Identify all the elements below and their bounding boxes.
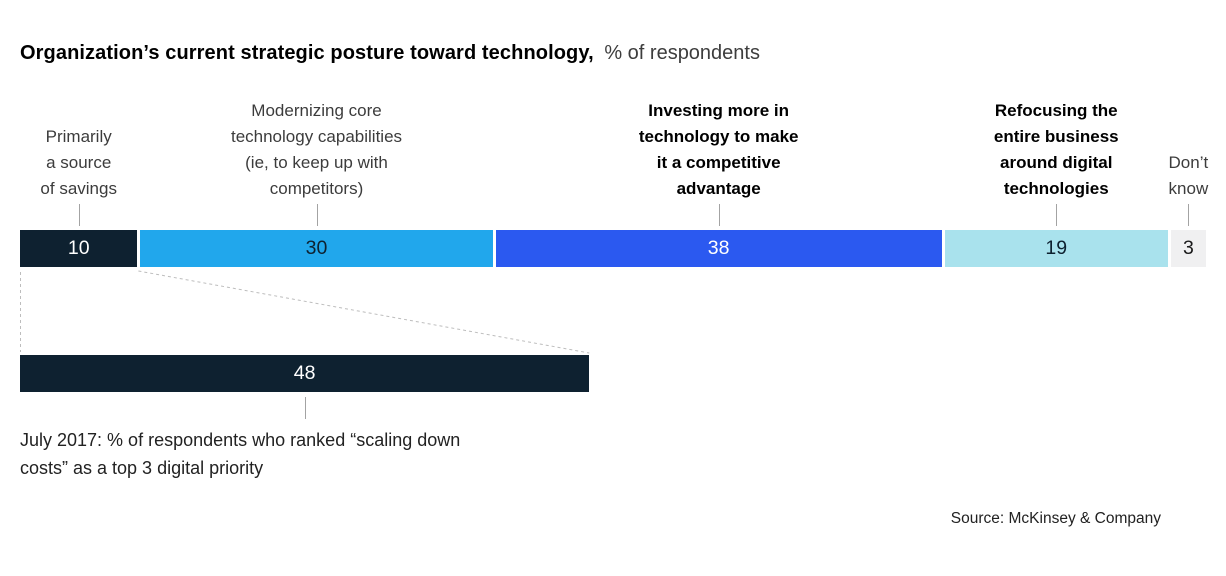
category-label: Refocusing the entire business around digi… (993, 101, 1119, 198)
label-tick (78, 204, 80, 226)
chart-title-main: Organization’s current strategic posture… (20, 42, 594, 64)
bar-segment: 38 (495, 230, 942, 267)
connector-dashed-line (138, 270, 590, 354)
chart-title-unit: % of respondents (604, 42, 760, 64)
label-tick (718, 204, 720, 226)
category-label: Modernizing core technology capabilities(… (230, 101, 403, 198)
category-label: Primarily a source of savings (40, 127, 117, 198)
callout-bar-tick (304, 397, 306, 419)
source-credit: Source: McKinsey & Company (950, 510, 1161, 527)
bar-segment: 19 (944, 230, 1168, 267)
category-label: Investing more in technology to make it a … (638, 101, 799, 198)
label-ticks (0, 204, 1226, 226)
bar-segment: 10 (20, 230, 138, 267)
callout-bar: 48 (20, 355, 590, 392)
category-label: Don’t know (1168, 153, 1209, 198)
category-labels: Primarily a source of savings Modernizing c… (0, 90, 1226, 202)
callout-bar-label: July 2017: % of respondents who ranked “… (20, 430, 461, 478)
bar-segment: 3 (1170, 230, 1206, 267)
bar-segment: 30 (140, 230, 493, 267)
label-tick (1056, 204, 1058, 226)
chart-title: Organization’s current strategic posture… (20, 42, 760, 65)
callout-connector-lines (20, 270, 590, 354)
label-tick (1188, 204, 1190, 226)
stacked-bar: 10 30 38 19 3 (20, 230, 1206, 267)
label-tick (316, 204, 318, 226)
